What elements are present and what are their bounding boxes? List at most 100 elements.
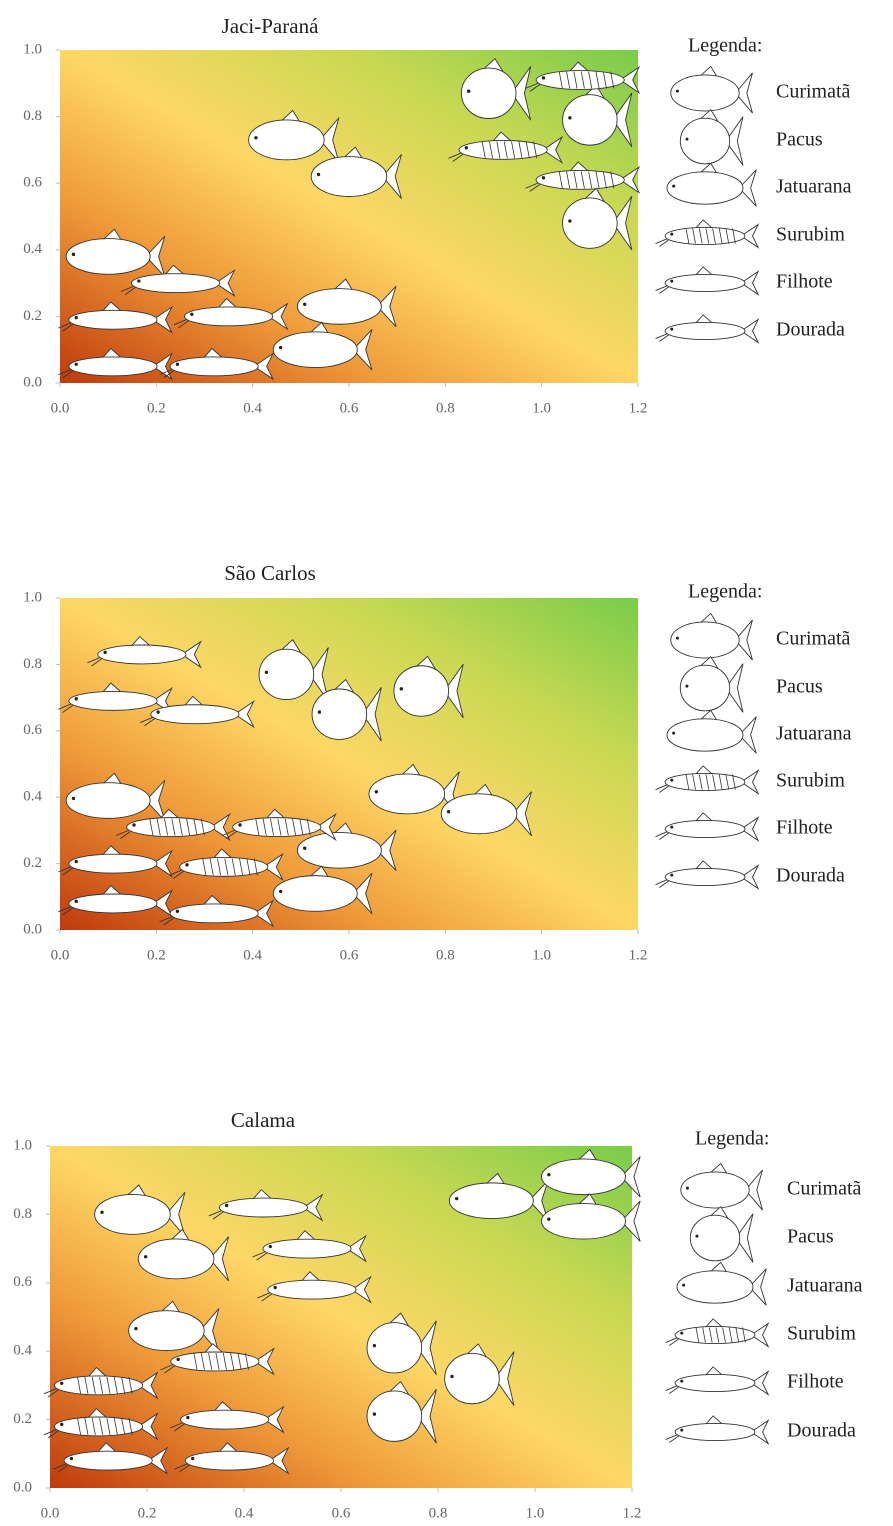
legend-icon: [656, 861, 759, 889]
fish-body: [312, 689, 367, 739]
legend-icon: [690, 1207, 753, 1263]
fish-body: [441, 794, 517, 834]
x-tick-label: 0.0: [41, 1505, 60, 1521]
fish-body: [297, 832, 381, 868]
y-tick-label: 0.4: [23, 789, 42, 805]
fish-eye: [373, 1412, 376, 1415]
legend-label: Curimatã: [787, 1178, 862, 1200]
legend-icon: [656, 766, 759, 794]
x-tick-label: 0.6: [340, 400, 359, 416]
fish-body: [219, 1198, 307, 1217]
fish-body: [690, 1215, 739, 1261]
fish-eye: [190, 313, 193, 316]
legend-icon: [677, 1262, 766, 1305]
fish-body: [367, 1391, 422, 1441]
fish-eye: [75, 860, 78, 863]
y-tick-label: 0.6: [23, 175, 42, 191]
legend-icon: [681, 1163, 763, 1210]
legend-icon: [667, 163, 756, 206]
fish-body: [449, 1183, 533, 1219]
x-tick-label: 1.0: [532, 947, 551, 963]
fish-body: [69, 691, 157, 710]
fish-body: [129, 1311, 205, 1351]
fish-eye: [72, 797, 75, 800]
y-tick-label: 0.4: [23, 241, 42, 257]
fish-eye: [100, 1211, 103, 1214]
legend-icon: [656, 267, 759, 295]
fish-eye: [400, 687, 403, 690]
fish-eye: [176, 910, 179, 913]
fish-barbel: [656, 286, 669, 294]
fish-body: [445, 1353, 500, 1403]
fish-eye: [265, 671, 268, 674]
fish-body: [394, 666, 449, 716]
fish-body: [181, 1410, 269, 1429]
fish-eye: [695, 1235, 698, 1238]
fish-eye: [254, 136, 257, 139]
legend-title: Legenda:: [695, 1128, 769, 1150]
fish-body: [667, 719, 743, 751]
fish-body: [563, 198, 618, 248]
fish-eye: [137, 279, 140, 282]
y-tick-label: 0.0: [23, 374, 42, 390]
fish-eye: [273, 1286, 276, 1289]
legend-title: Legenda:: [688, 581, 762, 603]
legend-icon: [671, 613, 753, 660]
fish-body: [170, 904, 258, 923]
y-tick-label: 0.8: [13, 1206, 32, 1222]
fish-eye: [132, 823, 135, 826]
fish-eye: [279, 346, 282, 349]
fish-eye: [191, 1457, 194, 1460]
fish-body: [268, 1280, 356, 1299]
fish-body: [297, 289, 381, 325]
legend-label: Curimatã: [776, 628, 851, 650]
legend-label: Dourada: [787, 1420, 856, 1442]
fish-eye: [72, 253, 75, 256]
legend-icon: [666, 1367, 769, 1395]
legend-label: Jatuarana: [776, 176, 852, 198]
legend-icon: [656, 220, 759, 248]
fish-body: [138, 1239, 214, 1279]
fish-body: [249, 120, 325, 160]
legend-title: Legenda:: [688, 35, 762, 57]
fish-eye: [176, 1358, 179, 1361]
fish-eye: [465, 146, 468, 149]
fish-barbel: [656, 880, 669, 888]
fish-body: [66, 783, 150, 819]
fish-eye: [317, 173, 320, 176]
y-tick-label: 0.0: [23, 921, 42, 937]
fish-eye: [547, 1217, 550, 1220]
fish-barbel: [656, 334, 669, 342]
fish-body: [671, 75, 739, 111]
fish-eye: [676, 90, 679, 93]
fish-eye: [670, 874, 673, 877]
fish-eye: [542, 76, 545, 79]
x-tick-label: 1.2: [623, 1505, 642, 1521]
fish-eye: [134, 1327, 137, 1330]
fish-eye: [279, 890, 282, 893]
y-tick-label: 1.0: [23, 41, 42, 57]
fish-eye: [156, 710, 159, 713]
legend-label: Dourada: [776, 865, 845, 887]
x-tick-label: 1.2: [629, 400, 648, 416]
x-tick-label: 0.4: [243, 400, 262, 416]
fish-body: [170, 357, 258, 376]
fish-body: [151, 705, 239, 724]
fish-body: [66, 239, 150, 275]
fish-eye: [467, 90, 470, 93]
x-tick-label: 0.6: [332, 1505, 351, 1521]
fish-body: [69, 854, 157, 873]
legend-label: Surubim: [776, 770, 845, 792]
fish-body: [369, 774, 445, 814]
legend-label: Dourada: [776, 319, 845, 341]
fish-eye: [670, 280, 673, 283]
legend-label: Pacus: [776, 129, 823, 151]
fish-barbel: [656, 832, 669, 840]
fish-body: [671, 622, 739, 658]
fish-body: [185, 1451, 273, 1470]
fish-body: [563, 95, 618, 145]
page: {"chart_data": [ {"type": "scatter", "ti…: [0, 0, 893, 1526]
y-tick-label: 0.2: [23, 855, 42, 871]
fish-body: [665, 274, 745, 291]
fish-barbel: [656, 239, 669, 247]
